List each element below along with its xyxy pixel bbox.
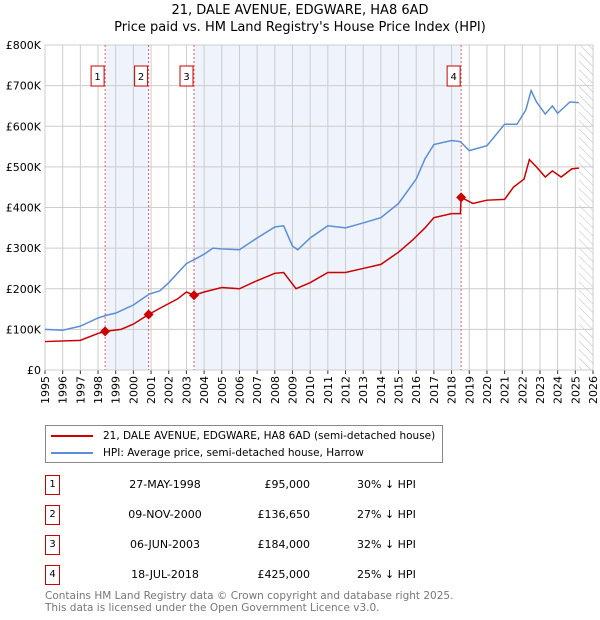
legend: 21, DALE AVENUE, EDGWARE, HA8 6AD (semi-… <box>45 425 443 463</box>
sale-point <box>143 309 154 320</box>
sale-hpi-diff: 27% ↓ HPI <box>357 508 416 521</box>
sale-number: 3 <box>45 535 60 555</box>
sale-label: 1 <box>94 72 100 83</box>
x-tick-label: 2025 <box>569 376 582 404</box>
y-tick-label: £400K <box>6 202 42 215</box>
x-tick-label: 2008 <box>269 376 282 404</box>
sale-hpi-diff: 25% ↓ HPI <box>357 568 416 581</box>
sale-date: 06-JUN-2003 <box>129 538 201 551</box>
x-tick-label: 1998 <box>92 376 105 404</box>
sale-hpi-diff: 30% ↓ HPI <box>357 478 416 491</box>
sale-label-box <box>179 65 194 87</box>
x-tick-label: 2009 <box>286 376 299 404</box>
chart-title: 21, DALE AVENUE, EDGWARE, HA8 6AD <box>171 3 429 18</box>
x-tick-label: 2010 <box>304 376 317 404</box>
legend-item-hpi: HPI: Average price, semi-detached house,… <box>51 445 364 461</box>
sale-point <box>456 192 467 203</box>
y-tick-label: £700K <box>6 80 42 93</box>
x-tick-label: 1995 <box>39 376 52 404</box>
x-tick-label: 2011 <box>322 376 335 404</box>
sale-price: £425,000 <box>257 568 311 581</box>
x-tick-label: 2021 <box>499 376 512 404</box>
chart-subtitle: Price paid vs. HM Land Registry's House … <box>114 20 486 35</box>
sale-point <box>100 326 111 337</box>
property-price-line <box>44 158 579 343</box>
x-tick-label: 1996 <box>57 376 70 404</box>
sale-date: 09-NOV-2000 <box>128 508 202 521</box>
sale-point <box>189 290 200 301</box>
hpi-line <box>44 88 579 331</box>
x-tick-label: 1997 <box>74 376 87 404</box>
x-tick-label: 2019 <box>463 376 476 404</box>
x-tick-label: 2002 <box>163 376 176 404</box>
legend-item-property: 21, DALE AVENUE, EDGWARE, HA8 6AD (semi-… <box>51 428 435 444</box>
y-tick-label: £200K <box>6 283 42 296</box>
footer-line: This data is licensed under the Open Gov… <box>45 602 380 614</box>
y-tick-label: £300K <box>6 242 42 255</box>
sale-label: 4 <box>450 72 456 83</box>
legend-swatch <box>51 452 93 454</box>
x-tick-label: 2020 <box>481 376 494 404</box>
x-tick-label: 2005 <box>216 376 229 404</box>
chart-plot: 1995 1996 1997 1998 1999 2000 2001 2002 2003 2004… <box>6 39 600 404</box>
y-tick-label: £0 <box>27 364 41 377</box>
sale-number: 1 <box>45 475 60 495</box>
x-tick-label: 2007 <box>251 376 264 404</box>
x-tick-label: 2003 <box>180 376 193 404</box>
x-tick-label: 2026 <box>587 376 600 404</box>
footer-line: Contains HM Land Registry data © Crown c… <box>45 590 454 602</box>
sale-number: 4 <box>45 565 60 585</box>
x-tick-label: 2015 <box>393 376 406 404</box>
sales-row: 3 06-JUN-2003 £184,000 32% ↓ HPI <box>45 535 465 555</box>
x-tick-label: 2000 <box>127 376 140 404</box>
x-tick-label: 1999 <box>110 376 123 404</box>
sale-price: £184,000 <box>257 538 311 551</box>
y-tick-label: £800K <box>6 39 42 52</box>
sale-number: 2 <box>45 505 60 525</box>
y-tick-label: £500K <box>6 161 42 174</box>
sale-label-box <box>134 65 149 87</box>
x-tick-label: 2024 <box>552 376 565 404</box>
x-tick-label: 2023 <box>534 376 547 404</box>
x-tick-label: 2006 <box>233 376 246 404</box>
x-tick-label: 2022 <box>516 376 529 404</box>
plot-border <box>44 44 594 371</box>
sales-row: 4 18-JUL-2018 £425,000 25% ↓ HPI <box>45 565 465 585</box>
x-tick-label: 2012 <box>340 376 353 404</box>
footer: Contains HM Land Registry data © Crown c… <box>45 590 453 614</box>
x-tick-label: 2017 <box>428 376 441 404</box>
sale-label-box <box>446 65 461 87</box>
x-tick-label: 2013 <box>357 376 370 404</box>
sale-label-box <box>90 65 105 87</box>
sales-row: 1 27-MAY-1998 £95,000 30% ↓ HPI <box>45 475 465 495</box>
x-tick-label: 2016 <box>410 376 423 404</box>
legend-swatch <box>51 435 93 437</box>
sale-label: 2 <box>138 72 144 83</box>
sale-price: £136,650 <box>257 508 311 521</box>
x-tick-label: 2014 <box>375 376 388 404</box>
y-tick-label: £100K <box>6 323 42 336</box>
legend-label: 21, DALE AVENUE, EDGWARE, HA8 6AD (semi-… <box>103 430 436 442</box>
y-tick-label: £600K <box>6 120 42 133</box>
sales-row: 2 09-NOV-2000 £136,650 27% ↓ HPI <box>45 505 465 525</box>
sale-price: £95,000 <box>264 478 311 491</box>
sale-date: 18-JUL-2018 <box>131 568 199 581</box>
x-tick-label: 2004 <box>198 376 211 404</box>
legend-label: HPI: Average price, semi-detached house,… <box>103 447 364 459</box>
sale-date: 27-MAY-1998 <box>129 478 201 491</box>
x-tick-label: 2001 <box>145 376 158 404</box>
sale-label: 3 <box>183 72 189 83</box>
sale-hpi-diff: 32% ↓ HPI <box>357 538 416 551</box>
x-tick-label: 2018 <box>446 376 459 404</box>
